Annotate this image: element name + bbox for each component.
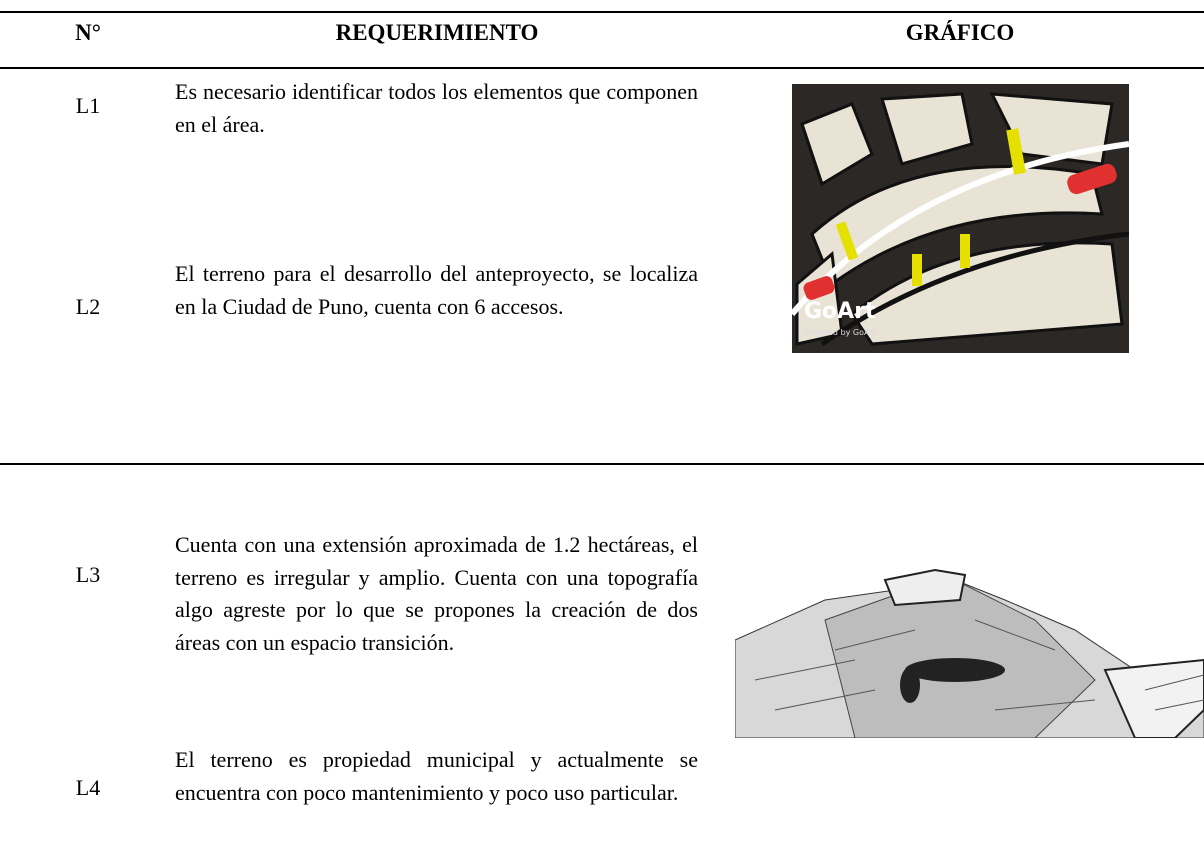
header-cell: GRÁFICO — [905, 20, 1015, 45]
row-id: L3 — [75, 562, 101, 587]
terrain-image — [735, 568, 1204, 738]
header-cell: N° — [75, 20, 101, 45]
watermark: GoArt — [804, 299, 876, 324]
row-text: Cuenta con una extensión aproximada de 1… — [175, 532, 698, 655]
row-text: El terreno para el desarrollo del antepr… — [175, 261, 698, 319]
rule — [0, 463, 1204, 465]
map-image: GoArt Powered by GoArt — [792, 84, 1129, 353]
row-text: El terreno es propiedad municipal y actu… — [175, 747, 698, 805]
row-id: L4 — [75, 775, 101, 800]
rule — [0, 11, 1204, 13]
rule — [0, 67, 1204, 69]
row-id: L1 — [75, 93, 101, 118]
header-cell: REQUERIMIENTO — [335, 20, 539, 45]
row-text: Es necesario identificar todos los eleme… — [175, 79, 698, 137]
watermark-sub: Powered by GoArt — [804, 328, 876, 337]
row-id: L2 — [75, 294, 101, 319]
